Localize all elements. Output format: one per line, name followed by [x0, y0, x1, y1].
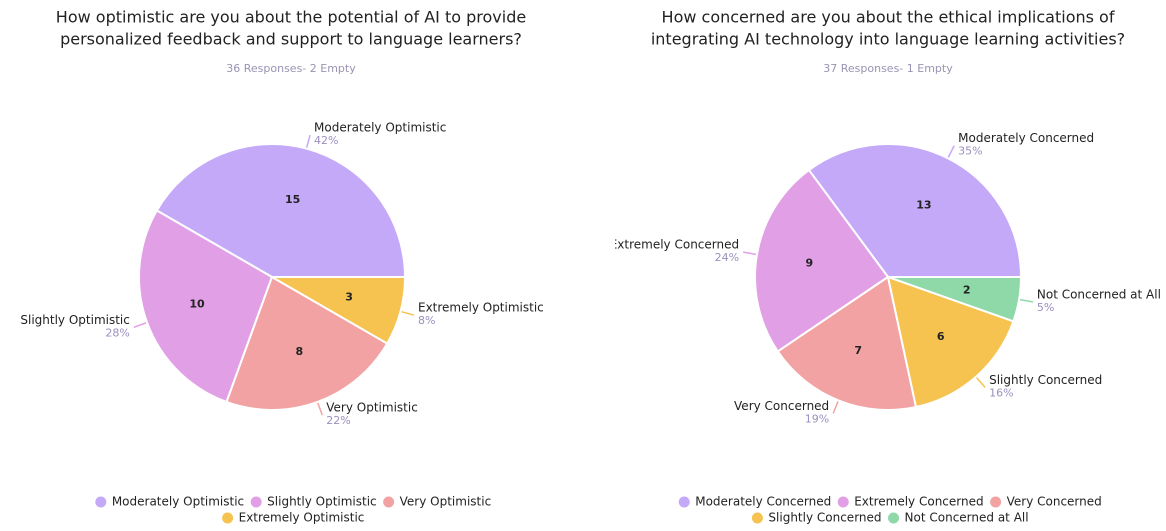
callout-label: Very Optimistic: [326, 401, 418, 415]
pie-slice: [138, 209, 274, 404]
callout-percent: 8%: [418, 314, 435, 327]
pie-slice: [268, 276, 407, 345]
callout-label: Not Concerned at All: [1037, 287, 1161, 301]
callout-percent: 28%: [105, 326, 129, 339]
leader-line: [133, 321, 148, 328]
chart-title: How optimistic are you about the potenti…: [56, 8, 526, 27]
legend-swatch: [250, 496, 262, 508]
legend-swatch: [990, 496, 1002, 508]
chart-title: personalized feedback and support to lan…: [60, 30, 522, 49]
slice-count: 6: [937, 330, 945, 343]
legend-label: Very Optimistic: [400, 495, 492, 509]
callout-percent: 35%: [958, 145, 982, 158]
callout-percent: 42%: [314, 134, 338, 147]
leader-line: [742, 251, 758, 256]
chart-subtitle: 36 Responses- 2 Empty: [226, 62, 356, 75]
callout-percent: 19%: [805, 412, 829, 425]
slice-count: 3: [345, 291, 353, 304]
slice-count: 13: [916, 199, 931, 212]
legend-label: Moderately Optimistic: [112, 495, 244, 509]
chart-title: How concerned are you about the ethical …: [662, 8, 1115, 27]
callout-percent: 5%: [1037, 301, 1054, 314]
legend-swatch: [95, 496, 107, 508]
callout-percent: 24%: [715, 251, 739, 264]
pie-slice: [225, 275, 389, 411]
leader-line: [305, 134, 311, 149]
legend-item: Slightly Optimistic: [250, 495, 377, 509]
callout-label: Moderately Concerned: [958, 131, 1094, 145]
legend-item: Extremely Concerned: [837, 495, 984, 509]
slice-count: 10: [189, 297, 205, 310]
leader-line: [1018, 298, 1034, 303]
callout-label: Extremely Concerned: [610, 238, 739, 252]
callout-label: Slightly Concerned: [989, 373, 1102, 387]
callout-label: Very Concerned: [734, 399, 829, 413]
legend-swatch: [888, 512, 900, 524]
legend-label: Extremely Optimistic: [239, 511, 365, 525]
callout-percent: 16%: [989, 386, 1013, 399]
slice-count: 2: [963, 283, 971, 296]
legend-item: Extremely Optimistic: [222, 511, 364, 525]
legend-swatch: [222, 512, 234, 524]
pie-slice: [886, 275, 1015, 409]
legend-item: Slightly Concerned: [751, 511, 882, 525]
pie-slice: [754, 168, 890, 353]
legend-label: Slightly Optimistic: [267, 495, 376, 509]
pie-slice: [155, 143, 407, 278]
legend-label: Extremely Concerned: [854, 495, 983, 509]
callout-label: Slightly Optimistic: [20, 313, 129, 327]
legend-item: Very Concerned: [990, 495, 1102, 509]
legend-item: Very Optimistic: [383, 495, 491, 509]
legend-swatch: [678, 496, 690, 508]
leader-line: [832, 400, 840, 414]
legend-swatch: [751, 512, 763, 524]
leader-line: [975, 376, 986, 388]
chart: How optimistic are you about the potenti…: [20, 8, 543, 525]
legend-label: Not Concerned at All: [905, 511, 1029, 525]
legend-swatch: [383, 496, 395, 508]
callout-label: Moderately Optimistic: [314, 121, 446, 135]
callout-percent: 22%: [326, 414, 350, 427]
legend-item: Moderately Concerned: [678, 495, 831, 509]
legend-item: Not Concerned at All: [888, 511, 1029, 525]
leader-line: [400, 310, 415, 316]
pie-slice: [776, 275, 918, 411]
chart-title: integrating AI technology into language …: [651, 30, 1125, 49]
slice-count: 7: [854, 344, 862, 357]
slice-count: 9: [806, 257, 814, 270]
legend-label: Very Concerned: [1007, 495, 1102, 509]
leader-line: [947, 145, 955, 159]
chart: How concerned are you about the ethical …: [610, 8, 1161, 525]
legend-swatch: [837, 496, 849, 508]
legend-label: Slightly Concerned: [768, 511, 881, 525]
pie-slice: [887, 276, 1023, 323]
callout-label: Extremely Optimistic: [418, 301, 544, 315]
slice-count: 8: [295, 345, 303, 358]
legend-item: Moderately Optimistic: [95, 495, 244, 509]
pie-slice: [807, 143, 1023, 278]
legend-label: Moderately Concerned: [695, 495, 831, 509]
leader-line: [316, 401, 323, 416]
chart-subtitle: 37 Responses- 1 Empty: [823, 62, 953, 75]
slice-count: 15: [285, 193, 300, 206]
